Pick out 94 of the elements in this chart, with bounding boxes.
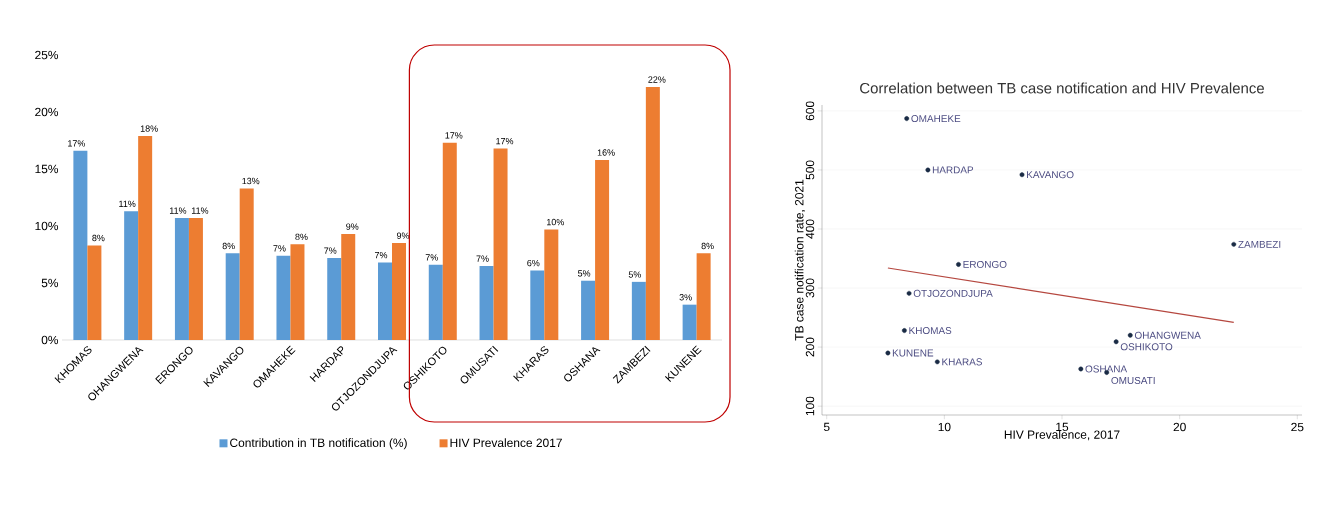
data-label: 22% xyxy=(648,76,666,83)
data-label: 6% xyxy=(527,259,540,267)
bar xyxy=(239,188,254,340)
data-label: 7% xyxy=(476,255,489,262)
bar xyxy=(87,245,102,340)
data-label: 7% xyxy=(273,245,286,252)
bar xyxy=(138,135,153,340)
bar xyxy=(581,280,596,340)
y-tick-label: 600 xyxy=(805,101,815,121)
y-tick-label: 400 xyxy=(805,219,815,239)
bar xyxy=(442,142,457,340)
data-label: 8% xyxy=(701,242,714,250)
y-tick-label: 100 xyxy=(805,396,815,416)
data-label: 7% xyxy=(324,247,337,254)
point xyxy=(1078,366,1084,372)
annotation: ZAMBEZI xyxy=(1238,240,1281,248)
data-label: 8% xyxy=(295,233,308,241)
point xyxy=(1019,172,1025,178)
data-label: 9% xyxy=(346,223,359,230)
point xyxy=(1113,339,1119,345)
data-label: 10% xyxy=(547,218,564,226)
bar xyxy=(188,218,203,340)
y-tick-label: 0% xyxy=(41,335,59,345)
x-tick-label: 20 xyxy=(1173,422,1186,432)
y-tick-label: 500 xyxy=(805,160,815,180)
x-tick-label: 5 xyxy=(823,422,830,432)
x-tick-label: 25 xyxy=(1291,422,1304,432)
bar xyxy=(696,253,711,340)
bar xyxy=(682,304,697,340)
bar xyxy=(479,265,494,340)
data-label: 3% xyxy=(679,294,692,301)
point xyxy=(1231,241,1237,247)
point xyxy=(956,262,961,267)
bar xyxy=(378,262,392,340)
y-axis-title: TB case notification rate, 2021 xyxy=(794,179,805,341)
annotation: ERONGO xyxy=(963,260,1007,268)
point xyxy=(934,359,940,365)
bar xyxy=(73,150,88,340)
data-label: 13% xyxy=(242,177,260,185)
data-label: 16% xyxy=(597,149,615,156)
bar xyxy=(428,264,443,340)
bar xyxy=(341,233,356,340)
bar xyxy=(645,86,660,340)
data-label: 11% xyxy=(119,200,136,207)
bar xyxy=(276,255,291,340)
bar xyxy=(530,270,545,340)
point xyxy=(904,116,910,121)
y-tick-label: 20% xyxy=(35,107,59,117)
y-tick-label: 200 xyxy=(805,337,815,357)
annotation: HARDAP xyxy=(932,166,974,174)
data-label: 17% xyxy=(68,140,86,147)
legend-label: HIV Prevalence 2017 xyxy=(450,438,562,448)
bar xyxy=(493,148,508,340)
point xyxy=(885,350,891,356)
legend-label: Contribution in TB notification (%) xyxy=(230,438,407,450)
y-tick-label: 15% xyxy=(35,164,59,174)
annotation: OHANGWENA xyxy=(1134,331,1201,339)
annotation: KAVANGO xyxy=(1027,171,1074,179)
annotation: KHOMAS xyxy=(909,327,952,335)
y-tick-label: 5% xyxy=(41,278,59,288)
bar xyxy=(327,257,342,340)
data-label: 8% xyxy=(222,242,235,250)
data-label: 11% xyxy=(169,207,187,214)
point xyxy=(1127,332,1133,338)
y-tick-label: 10% xyxy=(35,221,59,231)
bar xyxy=(595,159,610,340)
x-tick-label: 15 xyxy=(1056,422,1069,432)
data-label: 18% xyxy=(140,125,158,132)
annotation: OMAHEKE xyxy=(911,115,961,123)
data-label: 7% xyxy=(374,252,388,259)
data-label: 11% xyxy=(191,207,209,214)
bar xyxy=(544,229,559,340)
y-tick-label: 25% xyxy=(35,50,59,60)
data-label: 5% xyxy=(577,270,591,277)
y-tick-label: 300 xyxy=(805,278,815,298)
point xyxy=(906,290,912,296)
bar xyxy=(290,244,305,340)
point xyxy=(925,167,931,173)
annotation: OTJOZONDJUPA xyxy=(913,289,993,297)
x-axis-title: HIV Prevalence, 2017 xyxy=(1004,430,1120,441)
point xyxy=(901,328,907,333)
data-label: 7% xyxy=(425,254,438,261)
bar xyxy=(631,281,646,340)
chart-title: Correlation between TB case notification and HIV Prevalence xyxy=(860,82,1264,94)
data-label: 17% xyxy=(496,138,514,145)
data-label: 8% xyxy=(92,234,105,242)
bar xyxy=(392,243,406,340)
bar xyxy=(174,218,189,340)
data-label: 5% xyxy=(628,271,642,278)
bar xyxy=(124,211,139,340)
x-tick-label: 10 xyxy=(938,422,951,432)
data-label: 17% xyxy=(445,132,463,139)
bar xyxy=(225,253,240,340)
data-label: 9% xyxy=(396,232,410,239)
